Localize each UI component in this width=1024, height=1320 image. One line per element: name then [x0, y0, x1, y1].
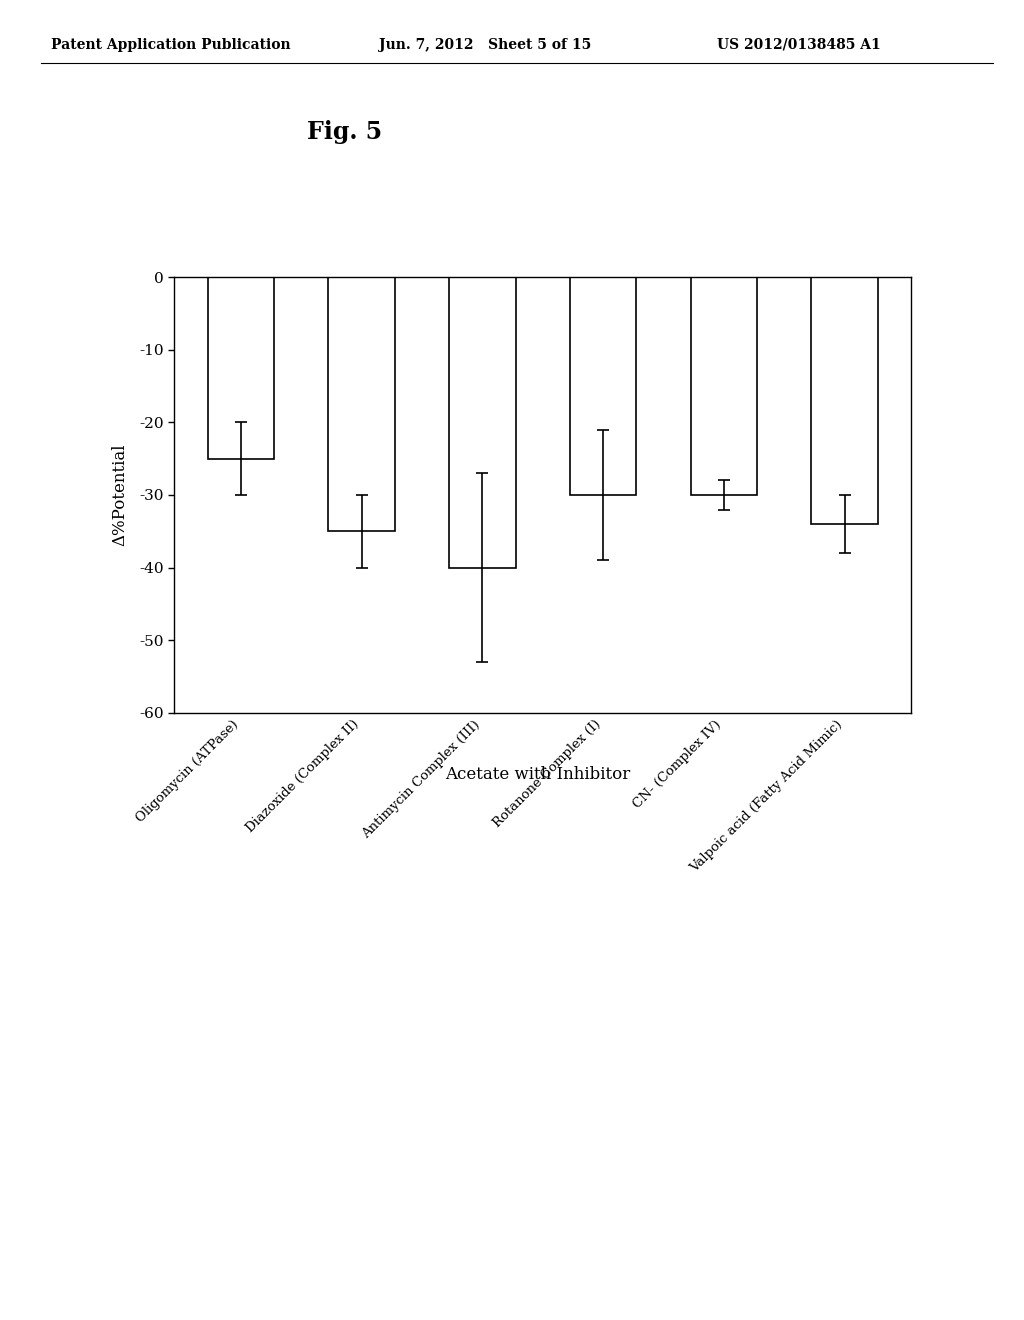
- Bar: [690, 277, 757, 495]
- Text: US 2012/0138485 A1: US 2012/0138485 A1: [717, 38, 881, 51]
- Bar: [208, 277, 274, 459]
- Text: Acetate with Inhibitor: Acetate with Inhibitor: [445, 766, 630, 783]
- Bar: [570, 277, 636, 495]
- Text: Fig. 5: Fig. 5: [307, 120, 382, 144]
- Text: Patent Application Publication: Patent Application Publication: [51, 38, 291, 51]
- Bar: [811, 277, 878, 524]
- Y-axis label: Δ%Potential: Δ%Potential: [111, 444, 128, 546]
- Bar: [329, 277, 395, 531]
- Bar: [450, 277, 515, 568]
- Text: Jun. 7, 2012   Sheet 5 of 15: Jun. 7, 2012 Sheet 5 of 15: [379, 38, 591, 51]
